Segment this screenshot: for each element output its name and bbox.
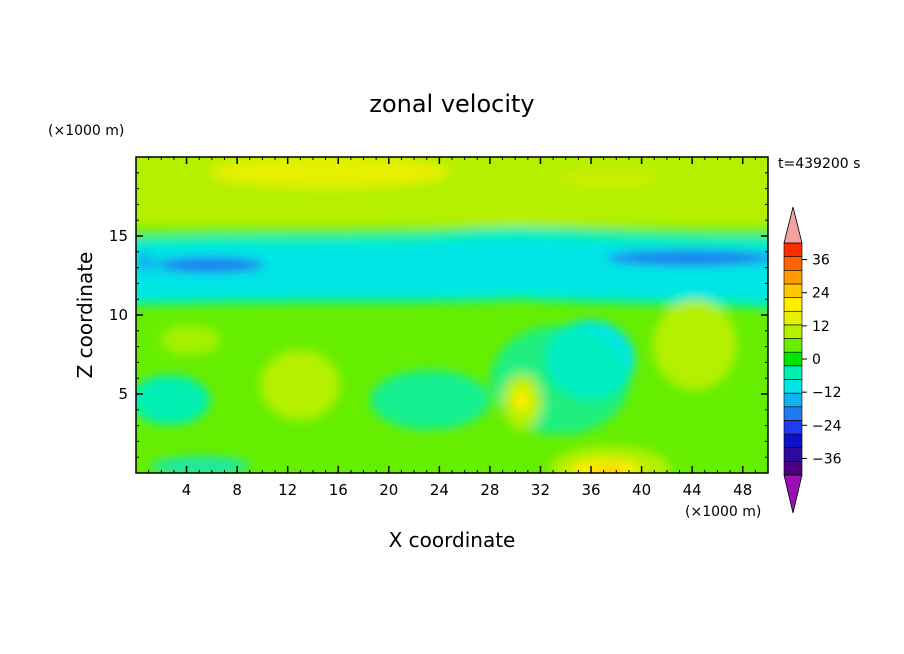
colorbar-segment [783, 283, 803, 298]
bottom-left [150, 456, 250, 473]
x-tick-label: 44 [683, 481, 702, 499]
contour-field [136, 157, 768, 473]
x-tick-label: 16 [329, 481, 348, 499]
colorbar-segment [783, 447, 803, 462]
colorbar-segment [783, 324, 803, 339]
x-tick-label: 8 [232, 481, 242, 499]
x-tick-label: 40 [632, 481, 651, 499]
upper-max-right [560, 168, 660, 188]
colorbar-segment [783, 297, 803, 312]
colorbar-segment [783, 351, 803, 367]
negative-core [136, 238, 768, 300]
colorbar-segment [783, 433, 803, 449]
upper-band [136, 157, 768, 235]
x-tick-label: 12 [278, 481, 297, 499]
x-tick-label: 48 [733, 481, 752, 499]
surface-max [570, 460, 640, 473]
colorbar-tick-label: −24 [812, 418, 842, 434]
colorbar-over-arrow [783, 206, 803, 244]
x-axis-label: X coordinate [389, 528, 516, 552]
colorbar-segment [783, 379, 803, 394]
x-tick-label: 36 [581, 481, 600, 499]
colorbar-segment [783, 365, 803, 380]
lobe-right [653, 300, 737, 390]
y-unit-label: (×1000 m) [48, 123, 124, 139]
surface-max-core [593, 467, 623, 473]
min-right [605, 250, 768, 266]
colorbar-segment [783, 269, 803, 285]
x-tick-label: 28 [480, 481, 499, 499]
x-ticks: 4 8 12 16 20 24 28 32 36 40 44 48 [148, 157, 756, 499]
neutral-left [136, 375, 210, 425]
colorbar-segment [783, 338, 803, 353]
colorbar-tick-label: −12 [812, 385, 842, 401]
chart-title: zonal velocity [369, 90, 534, 118]
colorbar-under-arrow [783, 474, 803, 514]
x-unit-label: (×1000 m) [685, 504, 761, 520]
x-tick-label: 32 [531, 481, 550, 499]
x-tick-label: 4 [182, 481, 192, 499]
y-axis-label: Z coordinate [73, 252, 97, 379]
lobe-center-core [514, 388, 530, 412]
colorbar-segment [783, 406, 803, 421]
colorbar-segment [783, 310, 803, 326]
plot-area [136, 157, 768, 473]
x-tick-label: 20 [379, 481, 398, 499]
colorbar-segment [783, 420, 803, 435]
lobe-small [160, 325, 220, 355]
colorbar-tick-label: 24 [812, 286, 830, 302]
colorbar-segment [783, 256, 803, 271]
y-tick-label: 15 [109, 227, 128, 245]
neutral-mid [370, 370, 490, 430]
colorbar: 36 24 12 0 −12 −24 −36 [783, 206, 842, 514]
min-left-edge [136, 252, 155, 272]
y-tick-label: 5 [118, 385, 128, 403]
x-tick-label: 24 [430, 481, 449, 499]
y-ticks: 5 10 15 [109, 172, 768, 458]
colorbar-segment [783, 461, 803, 476]
colorbar-tick-label: 12 [812, 319, 830, 335]
upper-max [210, 157, 450, 188]
lobe-left [260, 350, 340, 420]
y-tick-label: 10 [109, 306, 128, 324]
min-left [155, 257, 265, 273]
colorbar-segment [783, 242, 803, 257]
colorbar-tick-label: 0 [812, 352, 821, 368]
colorbar-segment [783, 392, 803, 408]
colorbar-tick-label: −36 [812, 451, 842, 467]
time-label: t=439200 s [778, 156, 860, 172]
colorbar-tick-label: 36 [812, 253, 830, 269]
